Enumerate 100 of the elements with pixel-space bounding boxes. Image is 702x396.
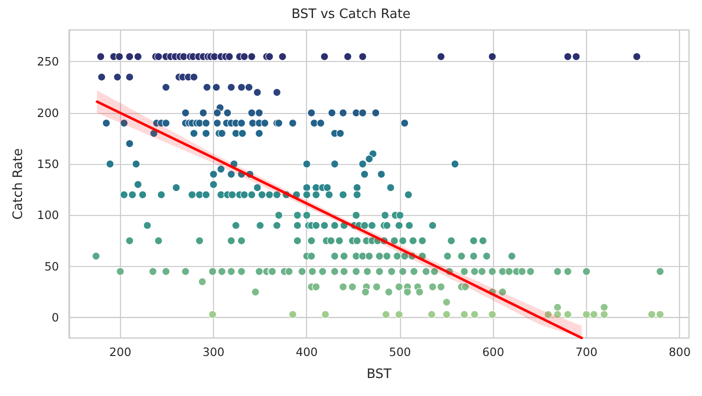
point bbox=[382, 310, 390, 319]
point bbox=[98, 73, 106, 82]
x-tick-label: 200 bbox=[109, 345, 132, 359]
point bbox=[134, 180, 142, 189]
point bbox=[363, 267, 372, 276]
point bbox=[508, 252, 516, 260]
point bbox=[228, 190, 236, 199]
point bbox=[330, 267, 339, 276]
point bbox=[213, 108, 222, 117]
point bbox=[106, 160, 114, 168]
point bbox=[302, 211, 311, 220]
x-tick-label: 400 bbox=[296, 345, 318, 359]
point bbox=[375, 267, 384, 276]
point bbox=[198, 278, 206, 286]
point bbox=[265, 190, 274, 199]
point bbox=[358, 160, 367, 168]
point bbox=[339, 190, 348, 199]
point bbox=[381, 211, 390, 220]
point bbox=[404, 190, 412, 199]
point bbox=[307, 252, 316, 260]
point bbox=[238, 129, 246, 138]
point bbox=[248, 190, 256, 199]
point bbox=[457, 252, 466, 260]
x-tick-label: 500 bbox=[389, 345, 411, 359]
point bbox=[240, 52, 248, 61]
point bbox=[488, 52, 496, 61]
point bbox=[162, 267, 170, 276]
point bbox=[505, 267, 514, 276]
point bbox=[470, 267, 479, 276]
point bbox=[450, 160, 460, 168]
point bbox=[126, 236, 134, 245]
point bbox=[240, 190, 248, 199]
point bbox=[209, 180, 218, 189]
point bbox=[154, 52, 163, 61]
point bbox=[564, 52, 572, 61]
point bbox=[182, 267, 190, 276]
point bbox=[360, 170, 369, 178]
point bbox=[255, 267, 264, 276]
point bbox=[352, 211, 360, 220]
point bbox=[190, 73, 198, 82]
y-tick-label: 100 bbox=[37, 208, 59, 222]
point bbox=[447, 236, 456, 245]
point bbox=[212, 83, 220, 92]
point bbox=[590, 310, 598, 319]
point bbox=[188, 190, 196, 199]
point bbox=[582, 267, 590, 276]
point bbox=[400, 252, 409, 260]
point bbox=[218, 129, 226, 138]
point bbox=[554, 310, 562, 319]
point bbox=[278, 52, 287, 61]
point bbox=[632, 52, 641, 61]
point bbox=[232, 129, 240, 138]
point bbox=[237, 119, 246, 128]
point bbox=[352, 267, 360, 276]
y-tick-label: 200 bbox=[37, 106, 59, 120]
point bbox=[360, 221, 369, 230]
point bbox=[395, 282, 404, 291]
point bbox=[470, 252, 478, 260]
point bbox=[209, 170, 218, 178]
point bbox=[113, 73, 122, 82]
point bbox=[460, 310, 468, 319]
point bbox=[365, 252, 374, 260]
point bbox=[132, 160, 140, 168]
point bbox=[377, 170, 386, 178]
point bbox=[102, 119, 110, 128]
point bbox=[253, 184, 262, 192]
point bbox=[253, 88, 262, 96]
point bbox=[436, 52, 446, 61]
point bbox=[648, 310, 656, 319]
point bbox=[195, 236, 204, 245]
point bbox=[255, 108, 264, 117]
point bbox=[157, 190, 166, 199]
point bbox=[120, 190, 128, 199]
point bbox=[182, 108, 190, 117]
point bbox=[395, 221, 404, 230]
point bbox=[372, 282, 381, 291]
point bbox=[422, 267, 430, 276]
point bbox=[442, 298, 451, 306]
point bbox=[323, 184, 332, 192]
point bbox=[260, 119, 269, 128]
point bbox=[321, 310, 330, 319]
point bbox=[302, 184, 311, 192]
point bbox=[478, 236, 488, 245]
point bbox=[302, 160, 311, 168]
point bbox=[316, 119, 325, 128]
point bbox=[308, 267, 316, 276]
point bbox=[656, 267, 664, 276]
x-tick-label: 800 bbox=[668, 345, 691, 359]
point bbox=[386, 184, 395, 192]
point bbox=[428, 221, 437, 230]
point bbox=[210, 52, 218, 61]
point bbox=[256, 221, 264, 230]
point bbox=[143, 221, 152, 230]
point bbox=[272, 221, 281, 230]
point bbox=[518, 267, 526, 276]
point bbox=[330, 221, 339, 230]
point bbox=[128, 190, 136, 199]
point bbox=[244, 83, 253, 92]
point bbox=[390, 236, 398, 245]
point bbox=[400, 119, 409, 128]
